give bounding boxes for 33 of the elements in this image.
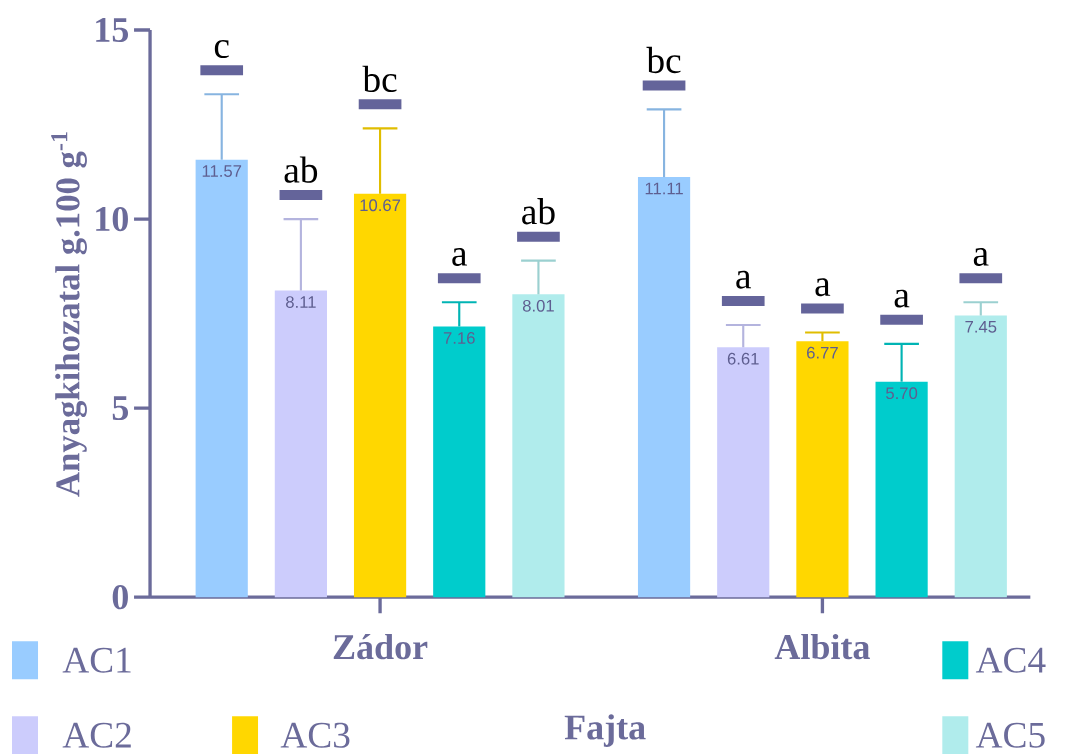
annotation: a <box>894 289 910 308</box>
data-label: 11.57 <box>202 165 242 177</box>
annotation: a <box>815 278 831 297</box>
data-label: 5.70 <box>886 387 918 399</box>
annotation: ab <box>284 156 318 183</box>
legend-label: AC1 <box>62 647 131 673</box>
legend-label: AC5 <box>975 722 1045 748</box>
legend-label: AC4 <box>975 647 1046 673</box>
annotation: ab <box>522 197 555 225</box>
x-tick-label: Albita <box>774 633 870 660</box>
annotation: bc <box>362 65 397 92</box>
annotation: c <box>214 39 229 58</box>
legend-label: AC2 <box>62 722 131 748</box>
data-label: 8.11 <box>286 296 316 308</box>
annotation: a <box>973 247 989 266</box>
data-label: 7.45 <box>965 320 997 333</box>
y-tick-label: 10 <box>96 206 128 232</box>
y-tick-label: 0 <box>112 584 128 610</box>
data-label: 10.67 <box>360 199 401 212</box>
legend-label: AC3 <box>280 722 350 748</box>
data-label: 6.77 <box>807 346 838 359</box>
x-tick-label: Zádor <box>333 633 428 660</box>
annotation: a <box>736 270 752 289</box>
data-label: 7.16 <box>443 331 475 344</box>
data-label: 11.11 <box>645 182 683 195</box>
y-tick-label: 15 <box>96 17 129 42</box>
y-axis-title: Anyagkihozatal g.100 g$^{-1}$ <box>51 132 87 497</box>
data-label: 8.01 <box>522 299 554 312</box>
annotation: bc <box>646 46 681 74</box>
y-tick-label: 5 <box>112 396 129 420</box>
annotation: a <box>452 247 468 266</box>
data-label: 6.61 <box>727 352 759 365</box>
x-axis-title: Fajta <box>564 714 646 747</box>
